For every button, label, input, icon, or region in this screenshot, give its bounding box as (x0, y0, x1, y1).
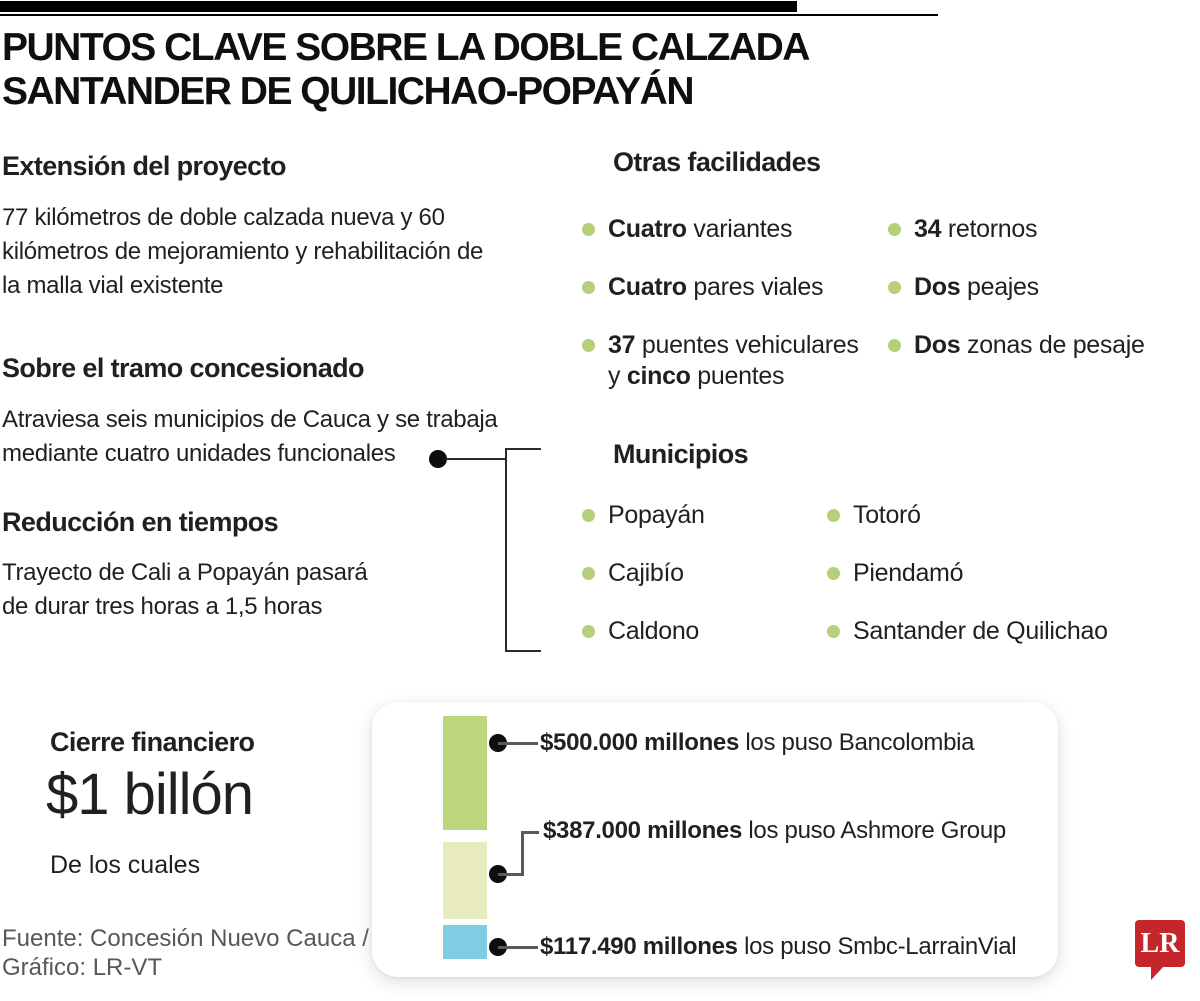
bullet-icon (888, 223, 901, 236)
bullet-icon (827, 509, 840, 522)
list-item-caldono: Caldono (582, 616, 699, 647)
financing-label-ashmore: $387.000 millones los puso Ashmore Group (543, 817, 1006, 844)
list-item-pares-viales: Cuatro pares viales (582, 272, 824, 303)
bar-segment-smbc (443, 925, 487, 959)
lr-logo-tail (1151, 965, 1165, 980)
financing-label-bancolombia: $500.000 millones los puso Bancolombia (540, 729, 975, 756)
bullet-icon (582, 625, 595, 638)
lr-logo-text: LR (1140, 927, 1180, 959)
page-title-line2: SANTANDER DE QUILICHAO-POPAYÁN (2, 70, 695, 113)
list-item-piendamo: Piendamó (827, 558, 963, 589)
list-item-santander: Santander de Quilichao (827, 616, 1108, 647)
extension-body: 77 kilómetros de doble calzada nueva y 6… (2, 204, 484, 299)
connector-line (446, 458, 507, 460)
financing-label-smbc: $117.490 millones los puso Smbc-LarrainV… (540, 933, 1017, 960)
page-title: PUNTOS CLAVE SOBRE LA DOBLE CALZADA SANT… (2, 26, 882, 114)
source-line2: Gráfico: LR-VT (2, 954, 163, 981)
connector-line (521, 831, 539, 834)
bar-segment-bancolombia (443, 716, 487, 830)
bullet-icon (582, 567, 595, 580)
list-item-popayan: Popayán (582, 500, 705, 531)
bracket-top-stub (505, 448, 541, 450)
bracket-vertical-line (505, 448, 507, 652)
header-rule (0, 14, 938, 16)
financing-card: $500.000 millones los puso Bancolombia $… (372, 702, 1058, 977)
bullet-icon (582, 509, 595, 522)
bullet-icon (827, 625, 840, 638)
section-heading-facilidades: Otras facilidades (613, 147, 821, 177)
list-item-peajes: Dos peajes (888, 272, 1039, 303)
section-heading-financiero: Cierre financiero (50, 727, 255, 757)
list-item-label: Caldono (608, 617, 700, 645)
bullet-icon (888, 281, 901, 294)
reduccion-body: Trayecto de Cali a Popayán pasará de dur… (2, 559, 368, 620)
connector-line (498, 873, 523, 876)
list-item-variantes: Cuatro variantes (582, 214, 792, 245)
list-item-zonas-pesaje: Dos zonas de pesaje (888, 330, 1145, 361)
connector-dot-icon (429, 450, 447, 468)
total-amount: $1 billón (46, 762, 254, 827)
connector-elbow (521, 831, 524, 876)
connector-line (498, 742, 538, 745)
section-heading-extension: Extensión del proyecto (2, 151, 286, 181)
list-item-label: Totoró (853, 501, 921, 529)
list-item-label: Piendamó (853, 559, 964, 587)
list-item-label: Cuatro variantes (608, 215, 793, 243)
bullet-icon (582, 339, 595, 352)
bullet-icon (582, 223, 595, 236)
section-heading-municipios: Municipios (613, 439, 749, 469)
section-heading-reduccion: Reducción en tiempos (2, 507, 279, 537)
section-heading-tramo: Sobre el tramo concesionado (2, 353, 365, 383)
list-item-totoro: Totoró (827, 500, 921, 531)
list-item-label: Dos peajes (914, 273, 1039, 301)
financiero-subtitle: De los cuales (50, 851, 201, 879)
lr-logo: LR (1135, 920, 1185, 967)
bullet-icon (888, 339, 901, 352)
list-item-label: Cajibío (608, 559, 684, 587)
connector-line (498, 946, 538, 949)
list-item-label: 37 puentes vehiculares y cinco puentes (608, 331, 859, 390)
source-credit: Fuente: Concesión Nuevo Cauca / Gráfico:… (2, 924, 382, 982)
list-item-retornos: 34 retornos (888, 214, 1037, 245)
list-item-label: Santander de Quilichao (853, 617, 1108, 645)
list-item-puentes: 37 puentes vehiculares y cinco puentes (582, 330, 860, 392)
list-item-cajibio: Cajibío (582, 558, 684, 589)
source-line1: Fuente: Concesión Nuevo Cauca / (2, 925, 369, 952)
list-item-label: Popayán (608, 501, 705, 529)
page-title-line1: PUNTOS CLAVE SOBRE LA DOBLE CALZADA (2, 26, 810, 69)
bracket-bottom-stub (505, 650, 541, 652)
tramo-body: Atraviesa seis municipios de Cauca y se … (2, 406, 498, 467)
header-bar (0, 1, 797, 12)
bar-segment-ashmore (443, 842, 487, 919)
list-item-label: Cuatro pares viales (608, 273, 824, 301)
bullet-icon (827, 567, 840, 580)
list-item-label: 34 retornos (914, 215, 1038, 243)
list-item-label: Dos zonas de pesaje (914, 331, 1145, 359)
bullet-icon (582, 281, 595, 294)
